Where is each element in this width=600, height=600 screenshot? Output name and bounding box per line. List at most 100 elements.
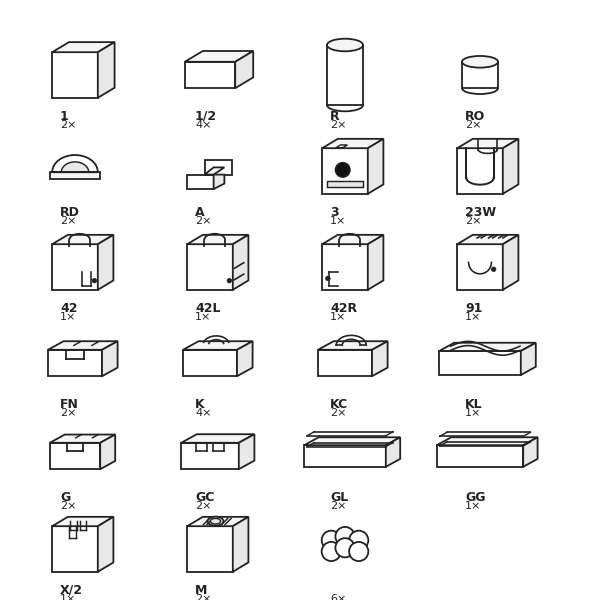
Text: 2×: 2×	[60, 501, 77, 511]
Circle shape	[322, 530, 341, 550]
Polygon shape	[52, 155, 98, 172]
Polygon shape	[462, 62, 498, 88]
Polygon shape	[437, 445, 523, 467]
Polygon shape	[457, 148, 503, 194]
Polygon shape	[100, 434, 115, 469]
Polygon shape	[322, 148, 368, 194]
Polygon shape	[523, 437, 538, 467]
Polygon shape	[187, 244, 233, 290]
Text: 42: 42	[60, 302, 77, 315]
Text: GC: GC	[195, 491, 214, 504]
Polygon shape	[233, 517, 248, 572]
Polygon shape	[368, 235, 383, 290]
Polygon shape	[102, 341, 118, 376]
Ellipse shape	[208, 517, 223, 526]
Text: 42L: 42L	[195, 302, 221, 315]
Circle shape	[491, 267, 496, 272]
Polygon shape	[503, 139, 518, 194]
Polygon shape	[336, 145, 347, 148]
Text: RD: RD	[60, 206, 80, 219]
Polygon shape	[521, 343, 536, 375]
Text: GG: GG	[465, 491, 485, 504]
Polygon shape	[322, 139, 383, 148]
Text: 1: 1	[60, 110, 69, 123]
Polygon shape	[237, 341, 253, 376]
Polygon shape	[318, 350, 372, 376]
Circle shape	[92, 278, 97, 283]
Text: 2×: 2×	[195, 594, 211, 600]
Polygon shape	[327, 45, 363, 105]
Polygon shape	[368, 139, 383, 194]
Text: 2×: 2×	[60, 408, 77, 418]
Text: 2×: 2×	[330, 501, 346, 511]
Polygon shape	[386, 437, 400, 467]
Circle shape	[227, 278, 232, 283]
Polygon shape	[50, 443, 100, 469]
Text: 2×: 2×	[465, 216, 482, 226]
Polygon shape	[181, 443, 239, 469]
Circle shape	[349, 530, 368, 550]
Text: 23W: 23W	[465, 206, 496, 219]
Polygon shape	[181, 434, 254, 443]
Text: 1×: 1×	[465, 312, 481, 322]
Polygon shape	[457, 244, 503, 290]
Text: 1×: 1×	[195, 312, 211, 322]
Polygon shape	[52, 42, 115, 52]
Circle shape	[322, 542, 341, 561]
Polygon shape	[183, 341, 253, 350]
Polygon shape	[437, 437, 538, 445]
Text: 1×: 1×	[60, 594, 76, 600]
Polygon shape	[52, 52, 98, 98]
Text: RO: RO	[465, 110, 485, 123]
Ellipse shape	[211, 518, 221, 524]
Ellipse shape	[327, 38, 363, 51]
Polygon shape	[439, 351, 521, 375]
Text: 2×: 2×	[465, 120, 482, 130]
Polygon shape	[187, 517, 248, 526]
Polygon shape	[187, 175, 214, 189]
Text: X/2: X/2	[60, 584, 83, 597]
Polygon shape	[48, 350, 102, 376]
Text: 1×: 1×	[60, 312, 76, 322]
Text: 2×: 2×	[330, 120, 346, 130]
Polygon shape	[187, 526, 233, 572]
Text: 2×: 2×	[60, 120, 77, 130]
Text: 2×: 2×	[60, 216, 77, 226]
Polygon shape	[98, 42, 115, 98]
Polygon shape	[52, 526, 98, 572]
Text: A: A	[195, 206, 205, 219]
Polygon shape	[98, 235, 113, 290]
Text: 3: 3	[330, 206, 338, 219]
Text: 2×: 2×	[195, 216, 211, 226]
Polygon shape	[327, 181, 363, 187]
Polygon shape	[457, 235, 518, 244]
Text: 6×: 6×	[330, 594, 346, 600]
Circle shape	[335, 163, 350, 177]
Circle shape	[335, 538, 355, 557]
Text: KL: KL	[465, 398, 482, 411]
Text: 2×: 2×	[330, 408, 346, 418]
Text: 1×: 1×	[330, 312, 346, 322]
Text: 4×: 4×	[195, 120, 211, 130]
Polygon shape	[50, 172, 100, 179]
Polygon shape	[372, 341, 388, 376]
Polygon shape	[322, 235, 383, 244]
Polygon shape	[322, 244, 368, 290]
Polygon shape	[457, 139, 518, 148]
Text: 2×: 2×	[195, 501, 211, 511]
Polygon shape	[304, 437, 400, 445]
Polygon shape	[214, 175, 224, 189]
Polygon shape	[304, 445, 386, 467]
Polygon shape	[52, 235, 113, 244]
Text: 42R: 42R	[330, 302, 357, 315]
Polygon shape	[239, 434, 254, 469]
Polygon shape	[183, 350, 237, 376]
Text: KC: KC	[330, 398, 348, 411]
Polygon shape	[185, 62, 235, 88]
Text: M: M	[195, 584, 208, 597]
Ellipse shape	[462, 56, 498, 68]
Text: 4×: 4×	[195, 408, 211, 418]
Polygon shape	[187, 235, 248, 244]
Polygon shape	[52, 244, 98, 290]
Polygon shape	[205, 160, 232, 175]
